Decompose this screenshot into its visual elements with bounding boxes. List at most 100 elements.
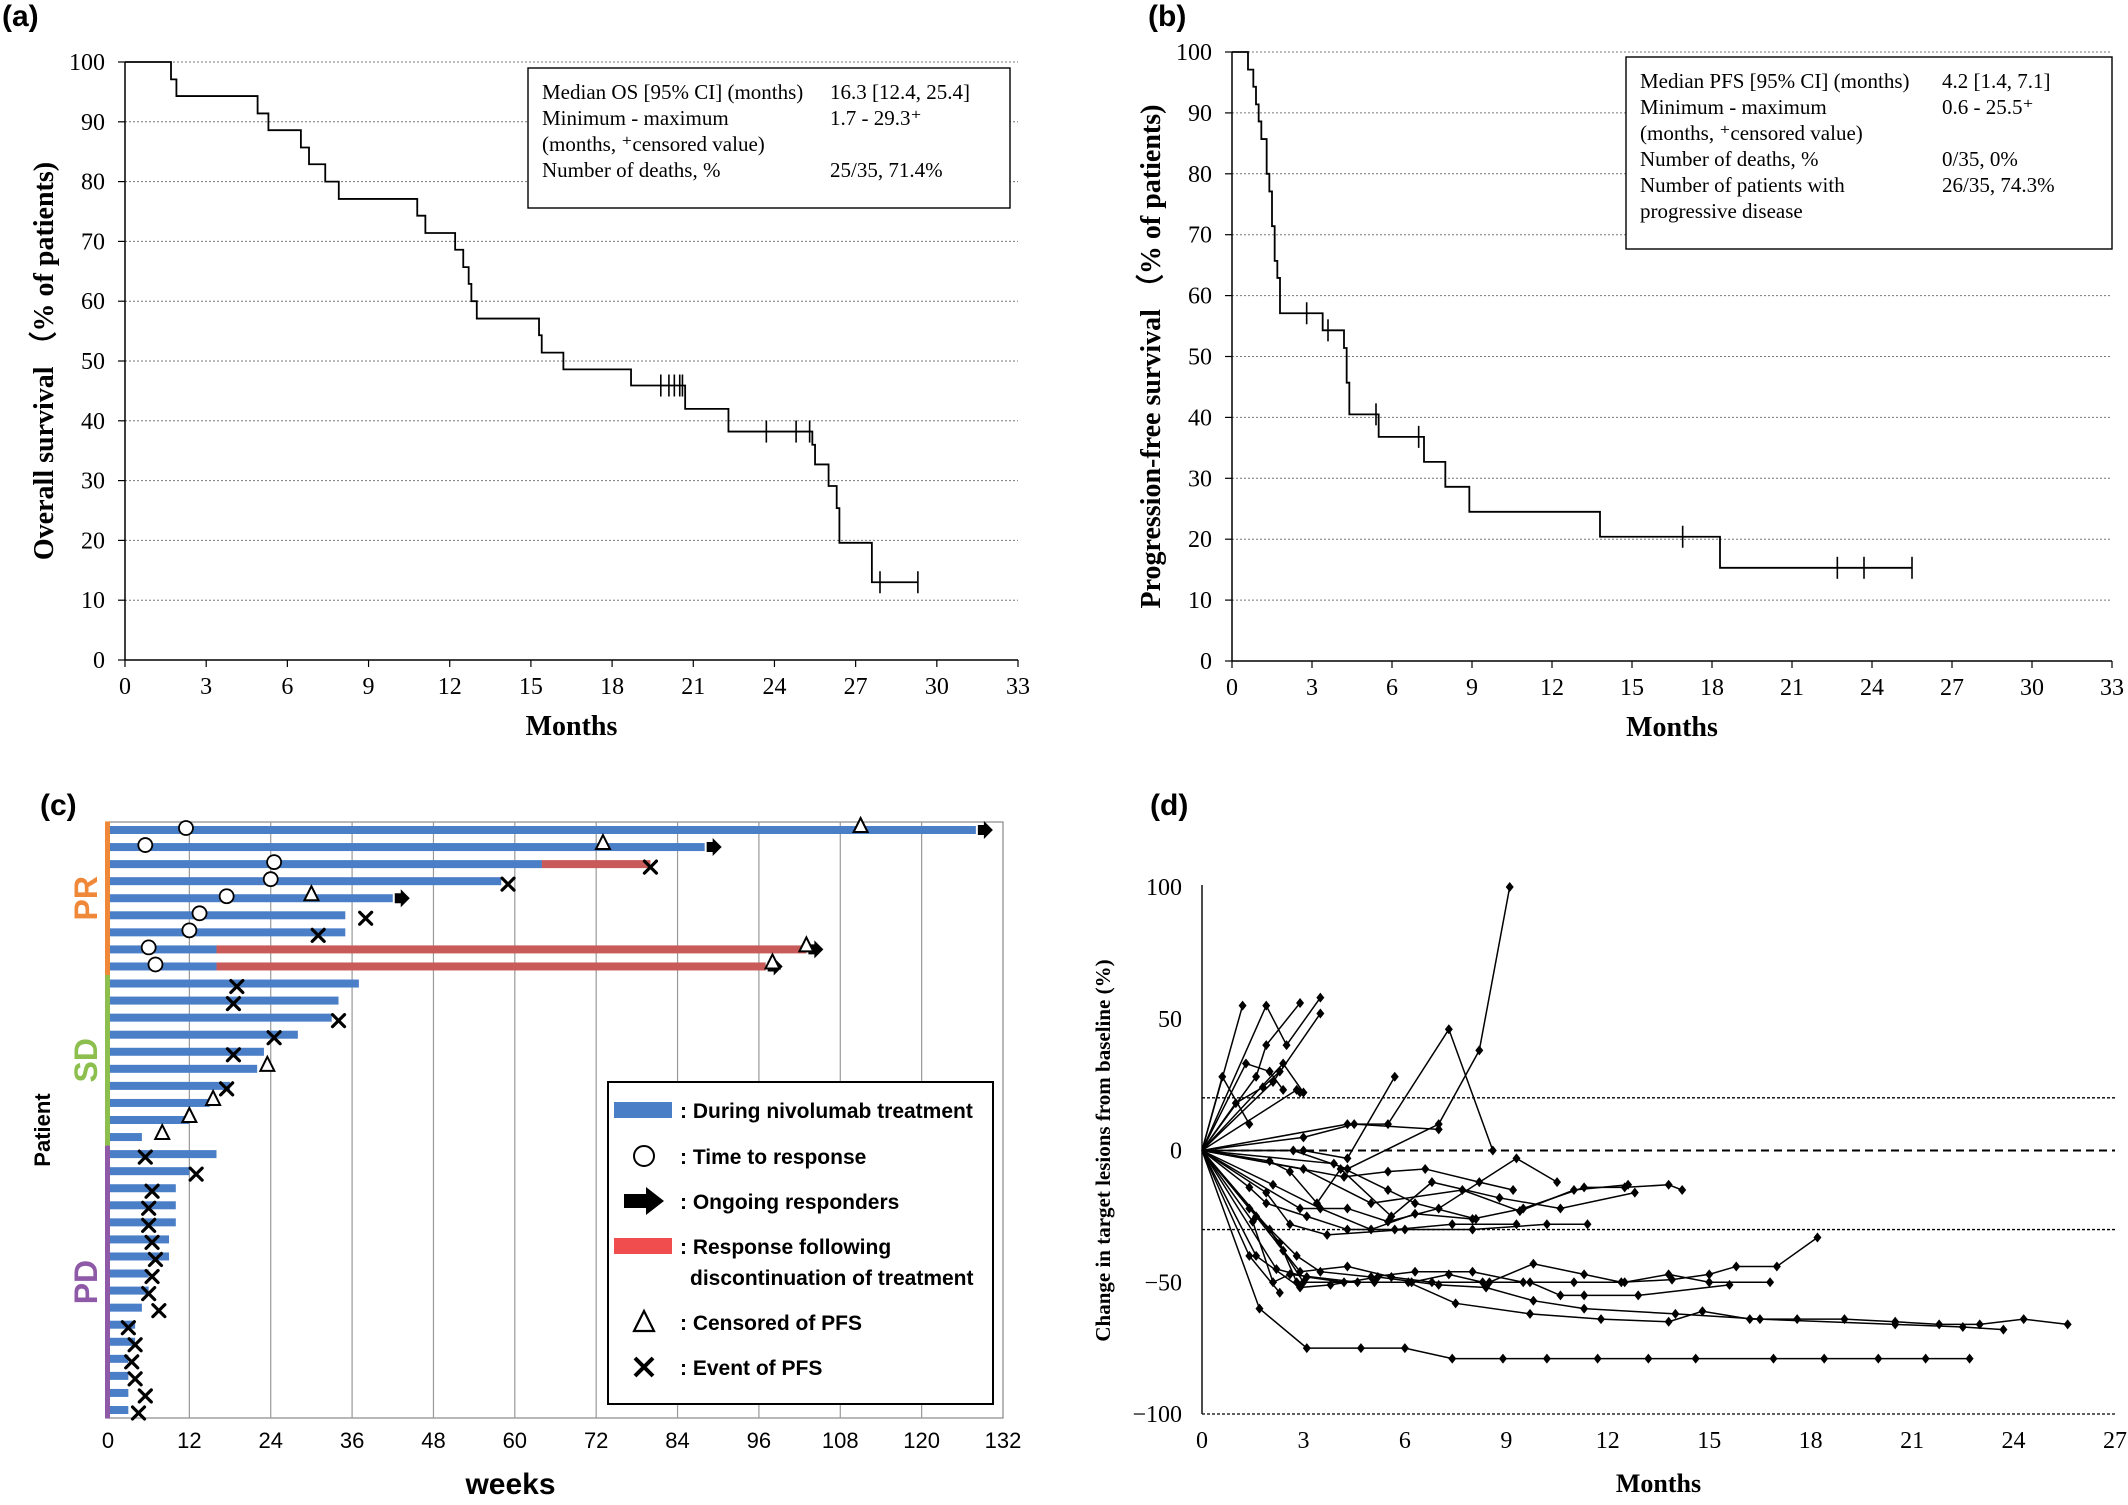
treatment-bar — [110, 826, 976, 834]
series-point — [1553, 1177, 1562, 1188]
series-point — [1999, 1324, 2008, 1335]
legend-label: : Ongoing responders — [680, 1191, 899, 1214]
series-point — [1580, 1303, 1589, 1314]
summary-label: Number of deaths, % — [1640, 147, 1818, 171]
series-point — [1725, 1279, 1734, 1290]
series-point — [1282, 1040, 1291, 1051]
series-point — [1299, 1277, 1308, 1288]
response-circle — [178, 820, 194, 836]
series-point — [1820, 1353, 1829, 1364]
series-point — [1390, 1224, 1399, 1235]
x-tick-label: 27 — [2103, 1428, 2127, 1454]
x-tick-label: 24 — [762, 674, 786, 700]
pfs-event-cross — [127, 1371, 143, 1387]
series-point — [1529, 1295, 1538, 1306]
group-bar-pr — [105, 821, 110, 975]
series-point — [1218, 1071, 1227, 1082]
patient-series-line — [1201, 1149, 1514, 1191]
series-point — [1580, 1290, 1589, 1301]
y-tick-label: 70 — [1188, 223, 1212, 249]
series-point — [1526, 1277, 1535, 1288]
series-point — [1231, 1098, 1240, 1109]
x-tick-label: 72 — [584, 1428, 608, 1453]
series-point — [1580, 1182, 1589, 1193]
series-point — [1766, 1277, 1775, 1288]
x-axis-label: Months — [1616, 1469, 1701, 1498]
x-tick-label: 6 — [281, 674, 293, 700]
series-point — [1664, 1316, 1673, 1327]
pfs-event-cross — [147, 1251, 164, 1268]
survival-curve — [125, 61, 918, 584]
x-tick-label: 84 — [665, 1428, 689, 1453]
series-point — [1316, 1203, 1325, 1214]
series-point — [1580, 1269, 1589, 1280]
treatment-bar — [110, 843, 705, 852]
series-point — [1874, 1353, 1883, 1364]
series-point — [1434, 1124, 1443, 1135]
series-point — [1935, 1319, 1944, 1330]
x-tick-label: 120 — [903, 1428, 940, 1453]
x-tick-label: 108 — [822, 1428, 859, 1453]
series-point — [1269, 1277, 1278, 1288]
x-tick-label: 27 — [1940, 675, 1964, 701]
x-axis-label: Months — [1626, 712, 1718, 743]
series-point — [1569, 1185, 1578, 1196]
series-point — [1299, 1132, 1308, 1143]
y-tick-label: 50 — [1158, 1007, 1182, 1033]
patient-series-line — [1202, 886, 1511, 1170]
series-point — [1644, 1353, 1653, 1364]
treatment-bar — [110, 1406, 129, 1414]
response-circle — [218, 888, 235, 905]
x-tick-label: 48 — [421, 1428, 445, 1453]
series-point — [1383, 1166, 1392, 1177]
pfs-event-cross — [266, 1030, 282, 1046]
series-point — [1965, 1353, 1974, 1364]
summary-box — [1625, 56, 2113, 250]
series-point — [1296, 1087, 1305, 1098]
summary-box — [527, 67, 1011, 209]
series-point — [1343, 1261, 1352, 1272]
censored-pfs-triangle — [153, 1122, 171, 1141]
treatment-bar — [110, 1354, 129, 1363]
pfs-event-cross — [144, 1268, 160, 1285]
series-point — [1262, 1000, 1271, 1011]
censored-pfs-triangle — [204, 1088, 222, 1106]
response-circle — [140, 939, 157, 956]
pfs-event-cross — [141, 1285, 157, 1302]
legend-swatch-treatment — [614, 1102, 672, 1118]
x-tick-label: 0 — [1196, 1428, 1208, 1454]
series-point — [1569, 1277, 1578, 1288]
series-point — [1975, 1319, 1984, 1330]
x-tick-label: 60 — [503, 1428, 527, 1453]
series-point — [1421, 1163, 1430, 1174]
panel-a-tag: (a) — [2, 0, 39, 33]
series-point — [1316, 1266, 1325, 1277]
series-point — [1265, 1156, 1274, 1167]
x-tick-label: 0 — [119, 674, 131, 700]
pfs-event-cross — [137, 1149, 153, 1165]
response-circle — [191, 905, 208, 922]
series-point — [1370, 1277, 1379, 1288]
treatment-bar — [110, 1269, 149, 1278]
series-point — [1620, 1277, 1629, 1288]
series-point — [1343, 1153, 1352, 1164]
series-point — [1526, 1308, 1535, 1319]
panel-a-overall-survival: 0 10 20 30 40 50 60 70 80 90 100 0 3 6 9 12 15 18 21 24 27 30… — [27, 50, 1030, 742]
patient-series-line — [1201, 1149, 1588, 1236]
series-point — [1299, 1163, 1308, 1174]
summary-value: 26/35, 74.3% — [1942, 173, 2055, 197]
series-point — [1285, 1219, 1294, 1230]
series-point — [1258, 1082, 1267, 1093]
x-tick-label: 33 — [1006, 674, 1030, 700]
y-tick-label: 20 — [1188, 527, 1212, 553]
series-point — [1434, 1279, 1443, 1290]
legend-label: : During nivolumab treatment — [680, 1100, 973, 1123]
x-tick-label: 15 — [1697, 1428, 1721, 1454]
censored-pfs-triangle — [302, 883, 321, 902]
series-point — [1512, 1219, 1521, 1230]
ongoing-responder-arrow — [394, 889, 410, 908]
x-tick-label: 24 — [2002, 1428, 2026, 1454]
series-point — [1732, 1261, 1741, 1272]
y-tick-label: 70 — [81, 229, 105, 255]
